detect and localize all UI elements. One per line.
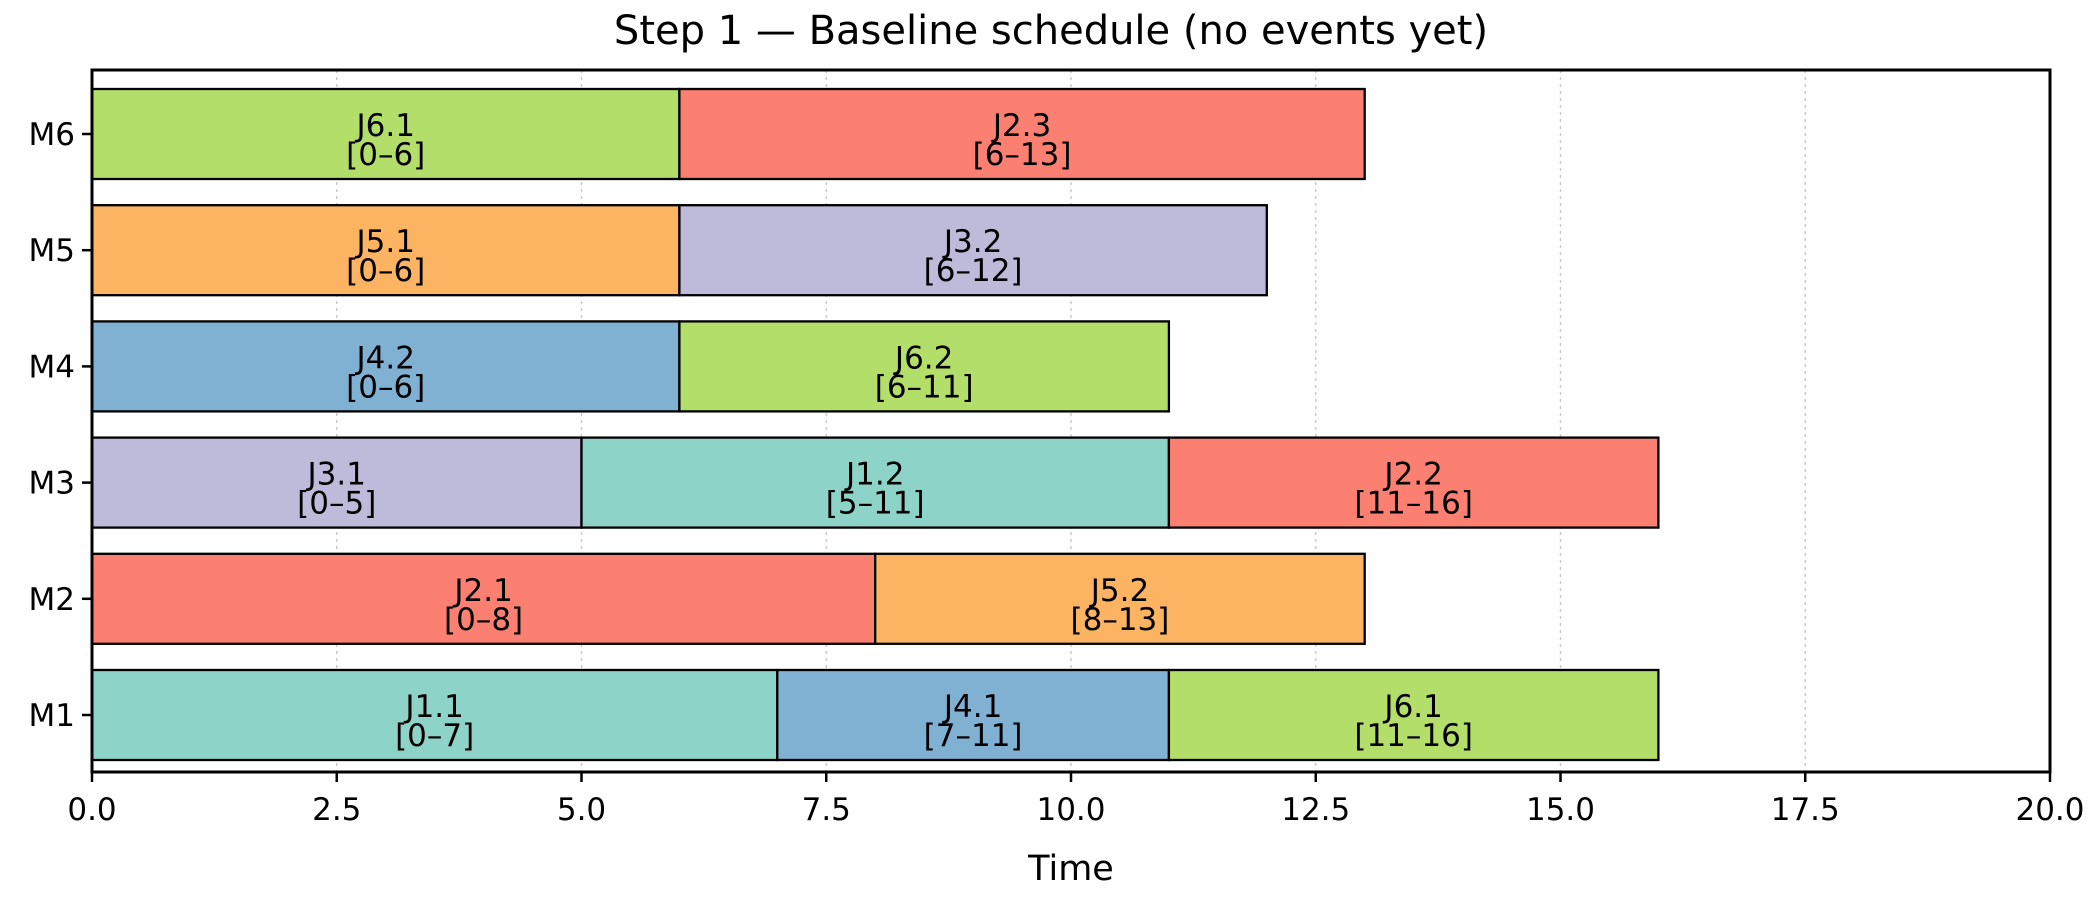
task-bar-m1-j6-1: J6.1[11–16] bbox=[1167, 668, 1660, 762]
task-bar-m6-j6-1: J6.1[0–6] bbox=[90, 87, 681, 181]
task-bar-m1-j4-1: J4.1[7–11] bbox=[776, 668, 1171, 762]
x-tick-label: 17.5 bbox=[1771, 792, 1840, 828]
x-axis-label: Time bbox=[1027, 849, 1114, 889]
bar-rect bbox=[874, 552, 1366, 645]
bar-op-label: J5.2 bbox=[1089, 573, 1149, 609]
task-bar-m1-j1-1: J1.1[0–7] bbox=[90, 668, 779, 762]
bar-op-label: J1.2 bbox=[844, 457, 904, 493]
bar-op-label: J3.2 bbox=[942, 224, 1002, 260]
bar-op-label: J2.1 bbox=[452, 573, 512, 609]
y-tick-label: M6 bbox=[29, 117, 75, 153]
bar-op-label: J6.2 bbox=[893, 340, 953, 376]
bar-op-label: J5.1 bbox=[354, 224, 414, 260]
y-ticks: M1 M2 M3 M4 M5 M6 bbox=[29, 117, 92, 734]
bar-op-label: J6.1 bbox=[354, 108, 414, 144]
y-tick-label: M3 bbox=[29, 466, 75, 502]
bar-range-label: [0–7] bbox=[395, 718, 474, 754]
bar-rect bbox=[678, 204, 1268, 297]
bar-range-label: [0–6] bbox=[346, 253, 425, 289]
task-bar-m3-j3-1: J3.1[0–5] bbox=[90, 436, 583, 529]
x-tick-label: 20.0 bbox=[2015, 792, 2084, 828]
bar-rect bbox=[90, 436, 583, 529]
bar-rect bbox=[678, 87, 1366, 181]
bar-range-label: [7–11] bbox=[924, 718, 1023, 754]
y-tick-label: M1 bbox=[29, 698, 75, 734]
bar-rect bbox=[90, 204, 681, 297]
y-tick-label: M4 bbox=[29, 349, 75, 385]
bar-range-label: [11–16] bbox=[1354, 486, 1473, 522]
bars: J1.1[0–7]J4.1[7–11]J6.1[11–16]J2.1[0–8]J… bbox=[90, 87, 1660, 762]
x-tick-label: 15.0 bbox=[1526, 792, 1595, 828]
task-bar-m5-j5-1: J5.1[0–6] bbox=[90, 204, 681, 297]
x-tick-label: 5.0 bbox=[557, 792, 606, 828]
bar-rect bbox=[580, 436, 1171, 529]
chart-title: Step 1 — Baseline schedule (no events ye… bbox=[614, 8, 1488, 54]
bar-rect bbox=[90, 552, 877, 645]
bar-op-label: J3.1 bbox=[306, 457, 366, 493]
task-bar-m3-j1-2: J1.2[5–11] bbox=[580, 436, 1171, 529]
task-bar-m2-j2-1: J2.1[0–8] bbox=[90, 552, 877, 645]
bar-range-label: [0–6] bbox=[346, 137, 425, 173]
task-bar-m4-j4-2: J4.2[0–6] bbox=[90, 320, 681, 413]
bar-rect bbox=[678, 320, 1171, 413]
bar-range-label: [0–6] bbox=[346, 369, 425, 405]
bar-op-label: J2.2 bbox=[1382, 457, 1442, 493]
task-bar-m4-j6-2: J6.2[6–11] bbox=[678, 320, 1171, 413]
x-tick-label: 12.5 bbox=[1281, 792, 1350, 828]
bar-rect bbox=[1167, 436, 1660, 529]
bar-range-label: [6–12] bbox=[924, 253, 1023, 289]
bar-op-label: J4.1 bbox=[942, 689, 1002, 725]
bar-range-label: [6–11] bbox=[875, 369, 974, 405]
bar-rect bbox=[1167, 668, 1660, 762]
task-bar-m2-j5-2: J5.2[8–13] bbox=[874, 552, 1366, 645]
x-tick-label: 2.5 bbox=[312, 792, 361, 828]
task-bar-m3-j2-2: J2.2[11–16] bbox=[1167, 436, 1660, 529]
y-tick-label: M2 bbox=[29, 582, 75, 618]
task-bar-m5-j3-2: J3.2[6–12] bbox=[678, 204, 1268, 297]
y-tick-label: M5 bbox=[29, 233, 75, 269]
bar-op-label: J6.1 bbox=[1382, 689, 1442, 725]
bar-range-label: [5–11] bbox=[826, 486, 925, 522]
bar-range-label: [0–8] bbox=[444, 602, 523, 638]
task-bar-m6-j2-3: J2.3[6–13] bbox=[678, 87, 1366, 181]
bar-op-label: J1.1 bbox=[403, 689, 463, 725]
bar-range-label: [0–5] bbox=[297, 486, 376, 522]
bar-rect bbox=[776, 668, 1171, 762]
x-tick-label: 7.5 bbox=[802, 792, 851, 828]
bar-range-label: [8–13] bbox=[1071, 602, 1170, 638]
bar-range-label: [11–16] bbox=[1354, 718, 1473, 754]
bar-range-label: [6–13] bbox=[973, 137, 1072, 173]
grid bbox=[336, 70, 1806, 772]
bar-op-label: J2.3 bbox=[991, 108, 1051, 144]
x-tick-label: 0.0 bbox=[67, 792, 116, 828]
x-ticks: 0.0 2.5 5.0 7.5 10.0 12.5 15.0 17.5 20.0 bbox=[67, 772, 2085, 828]
x-tick-label: 10.0 bbox=[1036, 792, 1105, 828]
bar-op-label: J4.2 bbox=[354, 340, 414, 376]
